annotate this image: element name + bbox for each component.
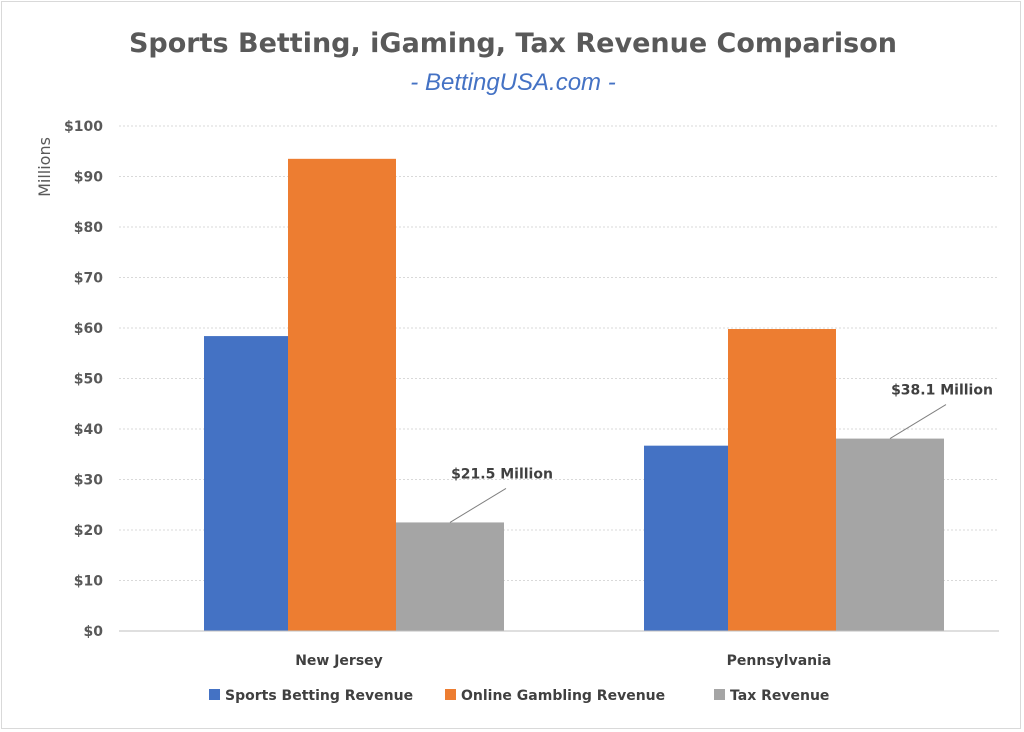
- y-tick-label: $10: [74, 574, 103, 590]
- legend-label: Tax Revenue: [730, 688, 829, 704]
- y-tick-label: $0: [84, 624, 104, 640]
- y-axis-label: Millions: [35, 137, 54, 197]
- y-tick-label: $30: [74, 473, 103, 489]
- y-tick-label: $70: [74, 271, 103, 287]
- bars: [204, 158, 944, 631]
- y-tick-label: $20: [74, 523, 103, 539]
- y-tick-label: $40: [74, 422, 103, 438]
- bar-sports-betting-revenue-pennsylvania: [644, 445, 728, 631]
- y-axis-ticks: $0 $10 $20 $30 $40 $50 $60 $70 $80 $90 $100: [64, 119, 103, 640]
- data-label: $21.5 Million: [451, 466, 553, 482]
- chart-title: Sports Betting, iGaming, Tax Revenue Com…: [129, 28, 897, 59]
- legend-swatch: [714, 689, 725, 700]
- y-tick-label: $90: [74, 170, 103, 186]
- bar-tax-revenue-pennsylvania: [836, 438, 944, 631]
- bar-tax-revenue-new-jersey: [396, 522, 504, 631]
- annotation-leader-line: [449, 487, 507, 523]
- y-tick-label: $60: [74, 321, 103, 337]
- y-tick-label: $80: [74, 220, 103, 236]
- y-tick-label: $50: [74, 372, 103, 388]
- chart-subtitle: - BettingUSA.com -: [410, 69, 615, 96]
- legend-swatch: [209, 689, 220, 700]
- x-category-label: New Jersey: [295, 653, 383, 669]
- annotation-leader-line: [889, 404, 947, 440]
- x-axis-categories: New Jersey Pennsylvania: [295, 653, 831, 669]
- x-category-label: Pennsylvania: [727, 653, 832, 669]
- bar-online-gambling-revenue-new-jersey: [288, 158, 396, 631]
- data-label: $38.1 Million: [891, 383, 993, 399]
- legend-label: Sports Betting Revenue: [225, 688, 413, 704]
- legend-swatch: [445, 689, 456, 700]
- legend: Sports Betting Revenue Online Gambling Re…: [209, 688, 829, 704]
- data-annotations: $21.5 Million $38.1 Million: [449, 383, 993, 523]
- bar-online-gambling-revenue-pennsylvania: [728, 329, 836, 631]
- y-tick-label: $100: [64, 119, 103, 135]
- legend-label: Online Gambling Revenue: [461, 688, 665, 704]
- bar-sports-betting-revenue-new-jersey: [204, 336, 288, 631]
